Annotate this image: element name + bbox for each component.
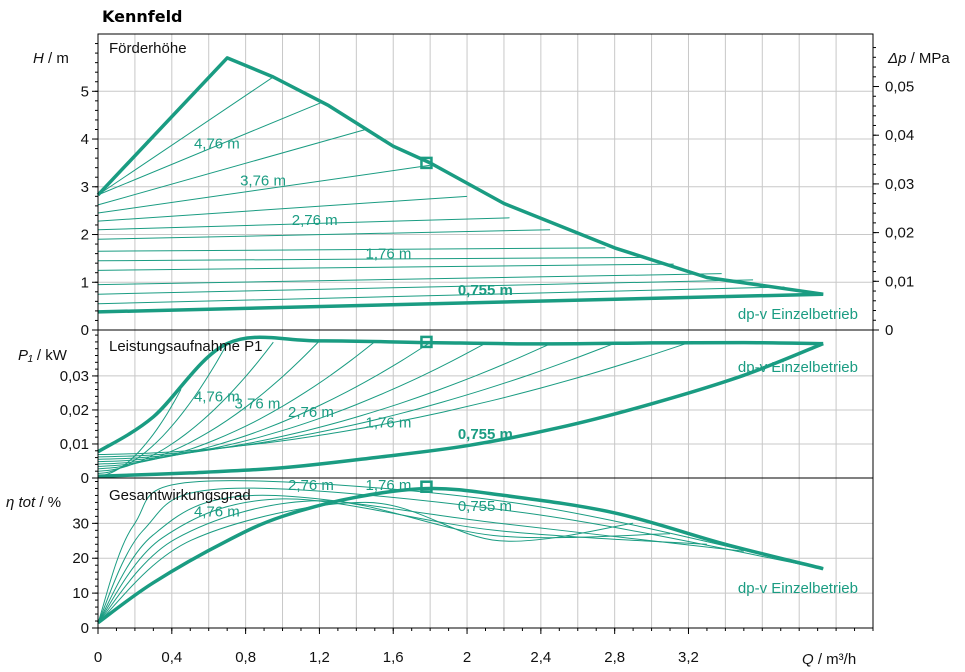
power-family-curve: [97, 341, 376, 467]
efficiency-family-curve: [97, 487, 824, 623]
y-tick-label: 0,03: [60, 368, 89, 385]
y2-tick-label: 0: [885, 322, 893, 339]
curve-label: 1,76 m: [366, 245, 412, 262]
y-tick-label: 5: [81, 83, 89, 100]
control-line: [97, 76, 274, 196]
y-tick-label: 10: [72, 585, 89, 602]
control-line: [97, 256, 643, 262]
y-tick-label: 2: [81, 227, 89, 244]
control-line: [97, 195, 468, 222]
y-tick-label: 0,01: [60, 436, 89, 453]
y-tick-label: 0: [81, 322, 89, 339]
y-tick-label: 20: [72, 550, 89, 567]
x-tick-label: 0,4: [161, 649, 182, 666]
operating-point-marker: [420, 480, 433, 493]
x-axis-label: Q / m³/h: [802, 651, 856, 668]
x-tick-label: 2,8: [604, 649, 625, 666]
curves: 4,76 m3,76 m2,76 m1,76 m0,755 m4,76 m3,7…: [96, 56, 824, 625]
efficiency-family-curve: [97, 500, 671, 624]
power-family-curve: [97, 342, 486, 463]
power-min-curve: [97, 341, 824, 479]
x-tick-label: 2: [463, 649, 471, 666]
y2-tick-label: 0,01: [885, 273, 914, 290]
head-y-label: H / m: [33, 50, 69, 67]
head-min-curve: [97, 292, 824, 314]
curve-label: 0,755 m: [458, 426, 513, 443]
power-family-curve: [97, 340, 320, 470]
curve-label: 1,76 m: [366, 477, 412, 494]
curve-label: 4,76 m: [194, 136, 240, 153]
x-tick-label: 1,2: [309, 649, 330, 666]
control-line: [97, 279, 754, 295]
power-family-curve: [97, 342, 689, 456]
power-panel-title: Leistungsaufnahme P1: [109, 338, 262, 355]
efficiency-mode-label: dp-v Einzelbetrieb: [738, 580, 858, 597]
curve-label: 3,76 m: [240, 172, 286, 189]
control-line: [97, 263, 674, 271]
operating-point-marker: [420, 156, 433, 170]
control-line: [97, 101, 324, 196]
x-tick-label: 1,6: [383, 649, 404, 666]
power-mode-label: dp-v Einzelbetrieb: [738, 359, 858, 376]
curve-label: 2,76 m: [288, 404, 334, 421]
head-panel-title: Förderhöhe: [109, 40, 187, 57]
power-family-curve: [97, 343, 551, 460]
curve-label: 4,76 m: [194, 388, 240, 405]
control-line: [97, 229, 551, 240]
control-line: [97, 247, 606, 252]
grid: [98, 34, 873, 628]
power-max-curve: [97, 335, 824, 454]
axes: 0 1 2 3 4 5 0 0,01 0,02 0,03 0,04 0,05 0 0,01 0,02 0,03…: [60, 33, 914, 666]
curve-label: 3,76 m: [235, 395, 281, 412]
pressure-y2-label: Δp / MPa: [887, 50, 950, 67]
efficiency-max-curve: [96, 486, 824, 625]
x-tick-label: 3,2: [678, 649, 699, 666]
y-tick-label: 4: [81, 131, 89, 148]
control-line: [97, 129, 366, 206]
control-line: [97, 164, 431, 214]
head-mode-label: dp-v Einzelbetrieb: [738, 306, 858, 323]
y-tick-label: 3: [81, 179, 89, 196]
curve-label: 4,76 m: [194, 503, 240, 520]
curve-label: 1,76 m: [366, 415, 412, 432]
control-line: [97, 286, 785, 305]
control-line: [97, 217, 510, 231]
efficiency-y-label: η tot / %: [6, 494, 61, 511]
power-family-curve: [97, 342, 431, 465]
curve-label: 2,76 m: [288, 477, 334, 494]
chart-title: Kennfeld: [102, 7, 183, 26]
x-tick-label: 2,4: [530, 649, 551, 666]
y-tick-label: 1: [81, 274, 89, 291]
y-tick-label: 30: [72, 515, 89, 532]
head-max-curve: [96, 56, 824, 296]
power-y-label: P₁ / kW: [18, 347, 68, 364]
x-tick-label: 0,8: [235, 649, 256, 666]
power-family-curve: [97, 342, 615, 458]
control-line: [97, 273, 722, 286]
curve-label: 0,755 m: [458, 282, 513, 299]
efficiency-family-curve: [97, 501, 634, 624]
operating-point-marker: [420, 335, 433, 349]
power-family-curve: [97, 341, 274, 472]
power-family-curve: [97, 389, 182, 477]
y2-tick-label: 0,03: [885, 176, 914, 193]
curve-label: 2,76 m: [292, 212, 338, 229]
y2-tick-label: 0,04: [885, 127, 914, 144]
efficiency-family-curve: [97, 480, 824, 623]
y2-tick-label: 0,02: [885, 225, 914, 242]
y2-tick-label: 0,05: [885, 79, 914, 96]
efficiency-panel-title: Gesamtwirkungsgrad: [109, 487, 251, 504]
x-tick-label: 0: [94, 649, 102, 666]
y-tick-label: 0,02: [60, 402, 89, 419]
curve-label: 0,755 m: [458, 498, 512, 515]
y-tick-label: 0: [81, 620, 89, 637]
y-tick-label: 0: [81, 470, 89, 487]
